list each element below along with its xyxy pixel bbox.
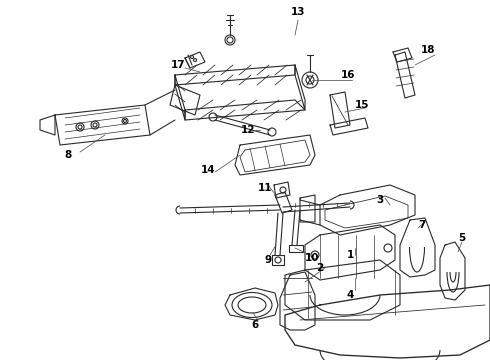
Text: 8: 8	[64, 150, 72, 160]
Text: 4: 4	[346, 290, 354, 300]
Text: 14: 14	[201, 165, 215, 175]
Text: 13: 13	[291, 7, 305, 17]
Text: 16: 16	[341, 70, 355, 80]
Text: 6: 6	[251, 320, 259, 330]
Text: 1: 1	[346, 250, 354, 260]
Text: 18: 18	[421, 45, 435, 55]
Text: 10: 10	[305, 253, 319, 263]
Text: 11: 11	[258, 183, 272, 193]
Text: 15: 15	[355, 100, 369, 110]
Text: 5: 5	[458, 233, 466, 243]
Text: 2: 2	[317, 263, 323, 273]
Text: 9: 9	[265, 255, 271, 265]
Text: 17: 17	[171, 60, 185, 70]
Text: 12: 12	[241, 125, 255, 135]
Text: 7: 7	[418, 220, 426, 230]
Text: 3: 3	[376, 195, 384, 205]
